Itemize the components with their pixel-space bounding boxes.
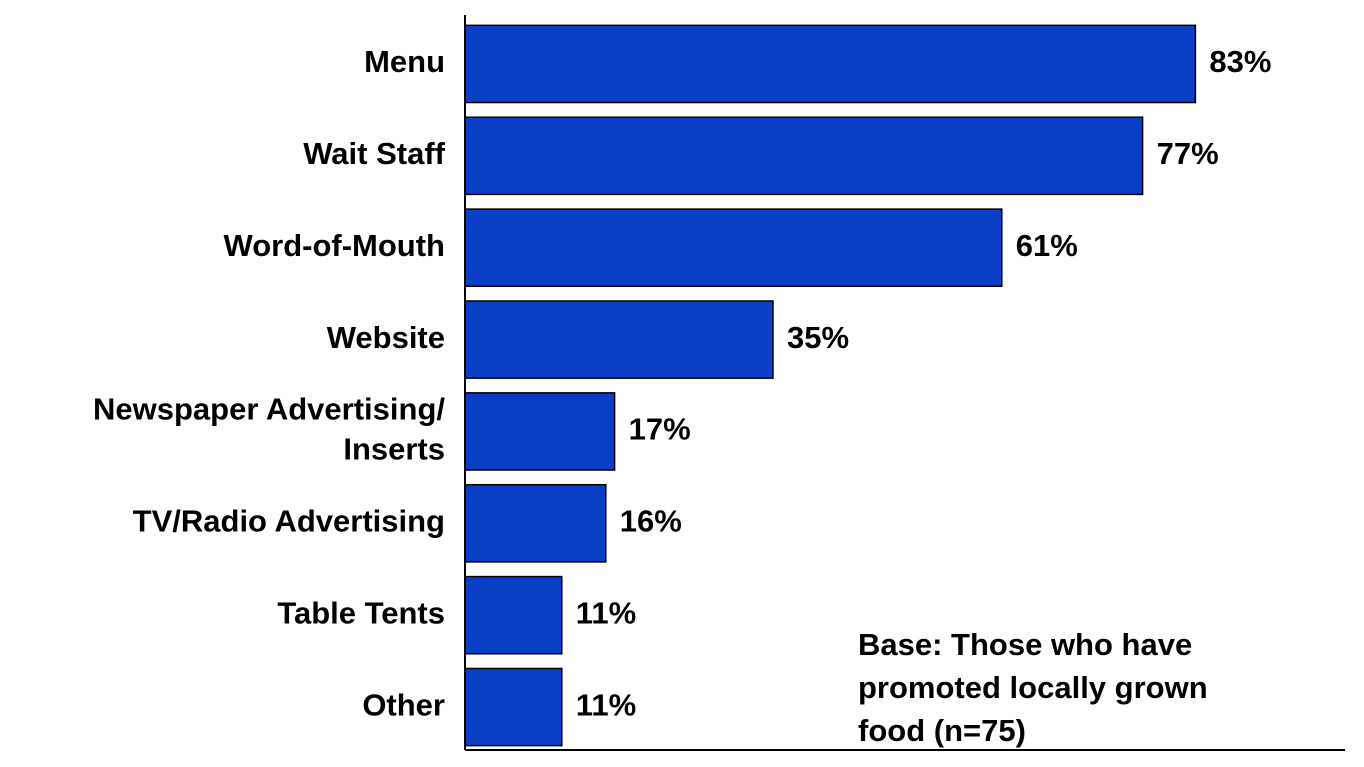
category-label: Table Tents <box>277 595 445 630</box>
category-label: Menu <box>364 44 445 79</box>
value-label: 11% <box>576 687 636 722</box>
bar <box>464 392 616 471</box>
bar <box>464 24 1197 104</box>
value-label: 83% <box>1209 44 1271 79</box>
category-label: Website <box>327 320 445 355</box>
category-label: Wait Staff <box>303 136 445 171</box>
annotation: Base: Those who have promoted locally gro… <box>858 627 1208 748</box>
value-label: 11% <box>576 595 636 630</box>
value-label: 61% <box>1016 228 1078 263</box>
category-label: Word-of-Mouth <box>224 228 446 263</box>
bar <box>464 208 1003 288</box>
bar <box>464 667 563 747</box>
category-label: Other <box>362 687 445 722</box>
value-label: 77% <box>1157 136 1219 171</box>
bar <box>464 575 563 655</box>
bar <box>464 483 607 563</box>
value-label: 16% <box>620 504 682 539</box>
bar <box>464 300 774 379</box>
category-label: TV/Radio Advertising <box>133 504 445 539</box>
bar <box>464 116 1144 196</box>
category-label: Newspaper Advertising/Inserts <box>93 392 445 467</box>
value-label: 35% <box>787 320 849 355</box>
value-label: 17% <box>629 412 691 447</box>
